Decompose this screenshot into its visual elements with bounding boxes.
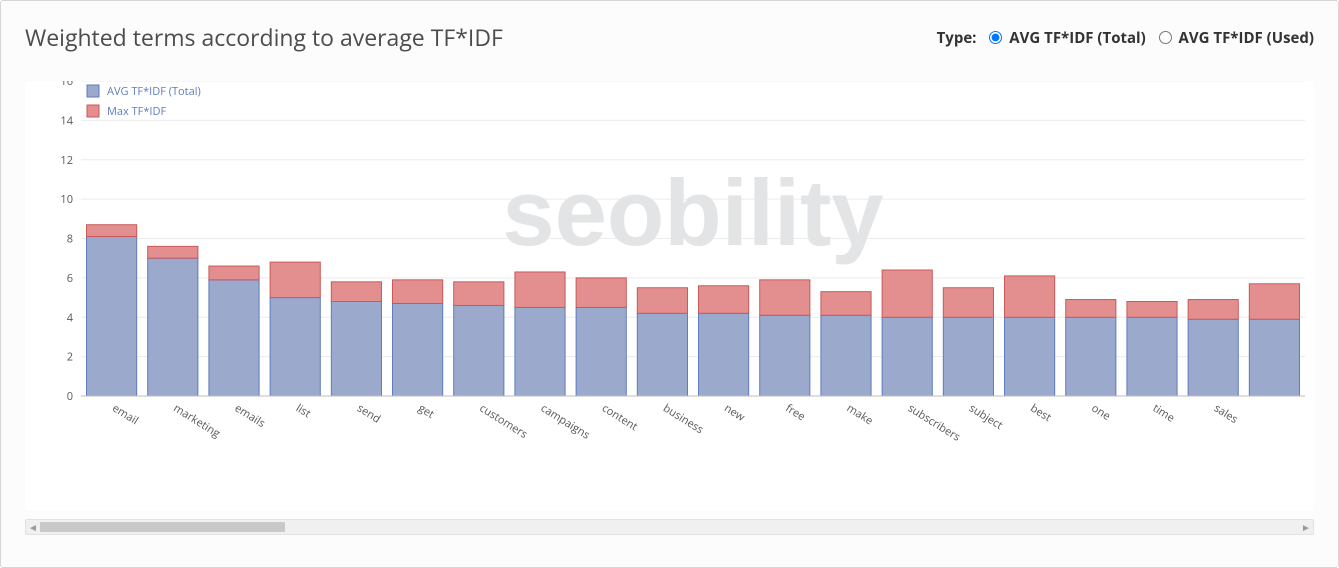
bar-avg [1005, 317, 1055, 396]
svg-text:12: 12 [60, 153, 73, 168]
bar-max [1005, 276, 1055, 317]
bar-max [760, 280, 810, 315]
radio-used-label[interactable]: AVG TF*IDF (Used) [1154, 28, 1314, 48]
radio-used[interactable] [1159, 31, 1172, 44]
svg-text:seobility: seobility [502, 160, 883, 265]
bar-max [1066, 300, 1116, 318]
radio-used-text: AVG TF*IDF (Used) [1179, 28, 1314, 48]
horizontal-scrollbar[interactable]: ◄ ► [25, 519, 1314, 535]
radio-total[interactable] [989, 31, 1002, 44]
legend-label: AVG TF*IDF (Total) [107, 84, 201, 99]
svg-text:2: 2 [67, 350, 73, 365]
bar-max [393, 280, 443, 304]
type-label: Type: [937, 28, 977, 48]
svg-text:4: 4 [67, 310, 74, 325]
legend-swatch [87, 85, 99, 97]
bar-avg [699, 313, 749, 396]
bar-max [331, 282, 381, 302]
chart-container[interactable]: 0246810121416seobilityemailmarketingemai… [25, 81, 1314, 511]
bar-avg [331, 302, 381, 397]
scroll-right-arrow[interactable]: ► [1299, 520, 1313, 534]
bar-max [515, 272, 565, 307]
bar-avg [270, 298, 320, 396]
bar-max [148, 246, 198, 258]
bar-max [943, 288, 993, 318]
bar-avg [209, 280, 259, 396]
bar-avg [454, 305, 504, 396]
bar-max [821, 292, 871, 316]
bar-avg [1249, 319, 1299, 396]
bar-avg [943, 317, 993, 396]
bar-max [699, 286, 749, 314]
scroll-left-arrow[interactable]: ◄ [26, 520, 40, 534]
radio-total-label[interactable]: AVG TF*IDF (Total) [984, 28, 1149, 48]
svg-text:16: 16 [60, 81, 73, 89]
radio-total-text: AVG TF*IDF (Total) [1009, 28, 1145, 48]
panel-header: Weighted terms according to average TF*I… [25, 21, 1314, 53]
bar-max [1249, 284, 1299, 319]
svg-text:0: 0 [67, 389, 73, 404]
bar-avg [576, 307, 626, 396]
panel-title: Weighted terms according to average TF*I… [25, 21, 503, 53]
svg-text:14: 14 [60, 113, 73, 128]
bar-max [576, 278, 626, 308]
tfidf-bar-chart: 0246810121416seobilityemailmarketingemai… [25, 81, 1305, 481]
bar-max [270, 262, 320, 297]
bar-avg [1066, 317, 1116, 396]
bar-max [454, 282, 504, 306]
bar-max [882, 270, 932, 317]
bar-avg [1127, 317, 1177, 396]
bar-avg [637, 313, 687, 396]
bar-max [209, 266, 259, 280]
type-controls: Type: AVG TF*IDF (Total) AVG TF*IDF (Use… [937, 27, 1314, 48]
bar-max [1127, 302, 1177, 318]
bar-max [637, 288, 687, 314]
bar-avg [148, 258, 198, 396]
scrollbar-thumb[interactable] [40, 522, 285, 532]
bar-max [1188, 300, 1238, 320]
svg-text:10: 10 [60, 192, 73, 207]
bar-avg [760, 315, 810, 396]
bar-avg [1188, 319, 1238, 396]
bar-avg [821, 315, 871, 396]
legend-swatch [87, 105, 99, 117]
legend-label: Max TF*IDF [107, 104, 166, 119]
bar-avg [882, 317, 932, 396]
svg-text:6: 6 [67, 271, 73, 286]
bar-avg [393, 303, 443, 396]
chart-panel: Weighted terms according to average TF*I… [0, 0, 1339, 568]
bar-max [87, 225, 137, 237]
bar-avg [515, 307, 565, 396]
bar-avg [87, 237, 137, 396]
svg-text:8: 8 [67, 232, 73, 247]
